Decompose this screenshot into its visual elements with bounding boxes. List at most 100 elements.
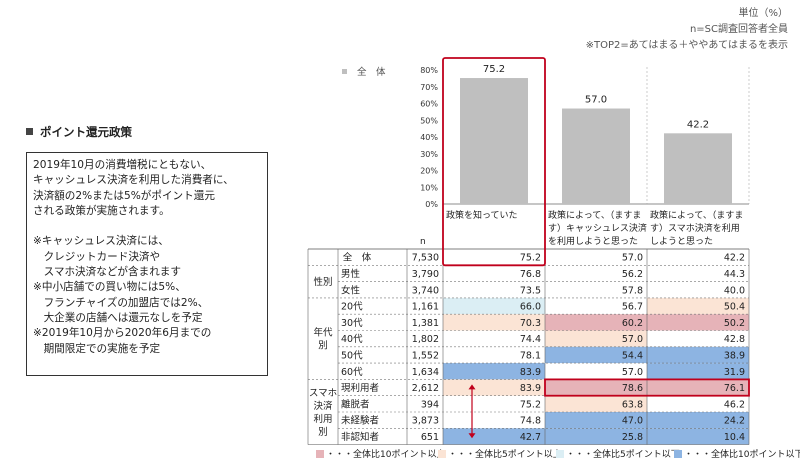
legend-swatch-minus5	[556, 450, 564, 458]
cell-value: 46.2	[724, 399, 745, 410]
cell-value: 73.5	[520, 285, 541, 296]
cell-value: 57.0	[622, 253, 643, 264]
legend-label-all: 全 体	[357, 66, 386, 78]
cell-highlight	[647, 428, 749, 445]
cell-value: 57.8	[622, 285, 643, 296]
cell-value: 75.2	[520, 253, 541, 264]
cell-value: 31.9	[724, 367, 745, 378]
cell-value: 44.3	[724, 269, 745, 280]
cell-value: 50.4	[724, 302, 745, 313]
cell-value: 74.4	[520, 334, 541, 345]
row-label: 20代	[341, 302, 363, 313]
cell-highlight	[545, 379, 647, 396]
legend-plus5: ・・・全体比5ポイント以上	[438, 447, 562, 460]
n-header: n	[420, 237, 426, 247]
policy-title-text: ポイント還元政策	[40, 125, 132, 139]
policy-line: 大企業の店舗へは還元なしを予定	[33, 311, 203, 324]
category-label: 政策によって、（ますま	[650, 209, 743, 221]
category-label: を利用しようと思った	[548, 235, 638, 247]
arrow-up-icon	[468, 384, 476, 390]
category-label: す）スマホ決済を利用	[650, 222, 740, 234]
category-label: 政策によって、（ますま	[548, 209, 641, 221]
row-n: 1,161	[412, 302, 439, 313]
cell-value: 66.0	[520, 302, 541, 313]
cell-value: 78.6	[622, 383, 643, 394]
square-bullet-icon	[26, 128, 33, 135]
cell-value: 50.2	[724, 318, 745, 329]
cell-value: 42.8	[724, 334, 745, 345]
cell-highlight	[647, 297, 749, 315]
row-label: 未経験者	[341, 415, 379, 427]
y-tick-label: 40%	[420, 133, 438, 142]
row-label: 全 体	[343, 252, 372, 264]
policy-line: 期間限定での実施を予定	[33, 342, 161, 355]
group-label: 性別	[313, 276, 332, 288]
legend-minus10: ・・・全体比10ポイント以下	[674, 447, 800, 460]
legend-minus5-label: ・・・全体比5ポイント以下	[566, 450, 680, 460]
cell-value: 60.2	[622, 318, 643, 329]
y-tick-label: 30%	[420, 150, 438, 159]
row-n: 1,552	[412, 350, 439, 361]
y-tick-label: 60%	[420, 100, 438, 109]
cell-highlight	[443, 379, 545, 396]
cell-value: 24.2	[724, 416, 745, 427]
bar-value-label: 75.2	[483, 64, 505, 75]
cell-highlight	[545, 412, 647, 429]
highlight-border-column	[442, 57, 546, 267]
top2-note: ※TOP2=あてはまる＋ややあてはまるを表示	[585, 40, 788, 51]
group-label: 決済	[313, 400, 333, 412]
category-label: す）キャッシュレス決済	[548, 222, 647, 234]
cell-highlight	[647, 363, 749, 380]
legend-plus10-label: ・・・全体比10ポイント以上	[326, 450, 446, 460]
row-label: 40代	[341, 334, 363, 345]
row-n: 3,790	[412, 269, 439, 280]
row-label: 非認知者	[341, 431, 379, 443]
policy-line: ※キャッシュレス決済には、	[33, 235, 169, 248]
row-label: 女性	[341, 284, 361, 296]
cell-value: 75.2	[520, 399, 541, 410]
cell-highlight	[545, 314, 647, 331]
y-tick-label: 10%	[420, 183, 438, 192]
cell-value: 76.1	[724, 383, 745, 394]
group-label: スマホ	[309, 388, 337, 399]
cell-value: 78.1	[520, 350, 541, 361]
cell-highlight	[545, 346, 647, 364]
cell-value: 83.9	[520, 367, 541, 378]
policy-line: ※2019年10月から2020年6月までの	[33, 327, 212, 340]
row-n: 3,740	[412, 285, 439, 296]
group-label: 年代	[313, 327, 333, 339]
bar	[562, 108, 630, 204]
cell-highlight	[443, 363, 545, 380]
cell-value: 56.2	[622, 269, 643, 280]
policy-line: ※中小店舗での買い物には5%、	[33, 281, 186, 294]
cell-value: 38.9	[724, 350, 745, 361]
group-label: 利用	[313, 413, 332, 425]
y-tick-label: 80%	[420, 66, 438, 75]
y-tick-label: 70%	[420, 83, 438, 92]
cell-value: 83.9	[520, 383, 541, 394]
policy-line: フランチャイズの加盟店では2%、	[33, 296, 209, 309]
row-n: 2,612	[412, 383, 439, 394]
bar	[664, 133, 732, 204]
group-label: 別	[318, 341, 328, 352]
cell-highlight	[647, 412, 749, 429]
y-tick-label: 20%	[420, 167, 438, 176]
row-label: 離脱者	[341, 398, 370, 410]
policy-line: される政策が実施されます。	[33, 204, 170, 217]
cell-highlight	[443, 297, 545, 315]
row-n: 1,634	[412, 367, 439, 378]
bar	[460, 78, 528, 204]
cell-highlight	[647, 346, 749, 364]
policy-line: 決済額の2%または5%がポイント還元	[33, 189, 215, 202]
legend-plus5-label: ・・・全体比5ポイント以上	[448, 450, 562, 460]
bar-value-label: 42.2	[687, 119, 709, 130]
cell-highlight	[545, 330, 647, 347]
cell-value: 40.0	[724, 285, 745, 296]
cell-value: 70.3	[520, 318, 541, 329]
cell-value: 10.4	[724, 432, 745, 443]
row-label: 60代	[341, 367, 363, 378]
cell-value: 76.8	[520, 269, 541, 280]
row-n: 394	[421, 399, 439, 410]
row-label: 現利用者	[341, 382, 379, 394]
policy-line: 2019年10月の消費増税にともない、	[33, 159, 212, 171]
